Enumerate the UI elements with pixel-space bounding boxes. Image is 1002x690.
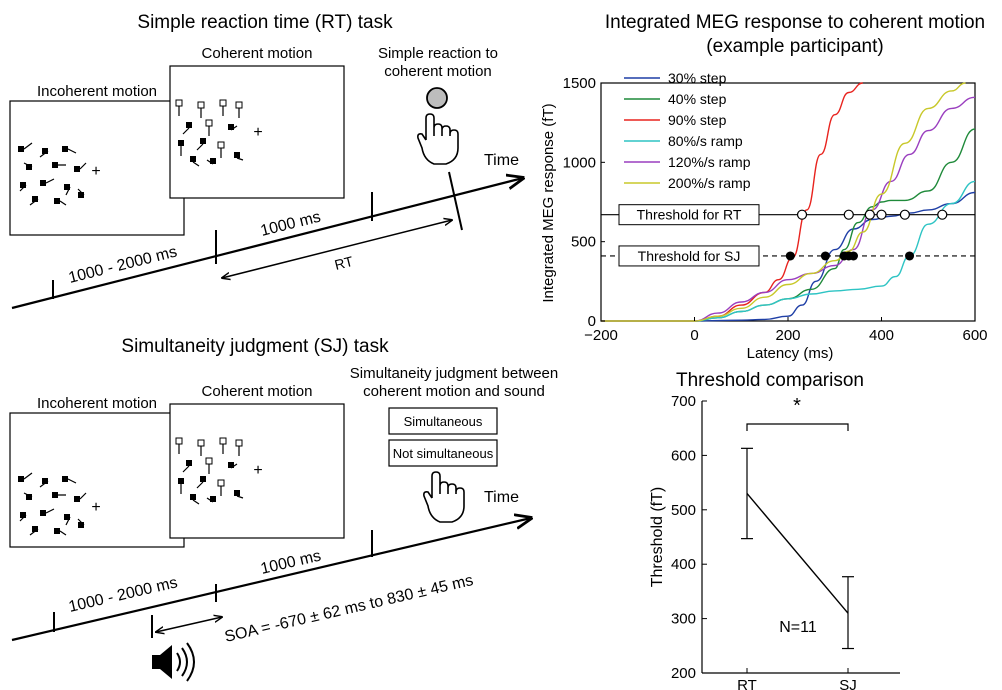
rt-incoherent-fixation: + — [91, 163, 100, 180]
meg-series-line-5 — [601, 82, 966, 322]
threshold-y-tick-label: 600 — [671, 447, 696, 464]
meg-y-tick-label: 1500 — [563, 75, 596, 92]
sj-soa-arrow — [156, 617, 222, 632]
meg-chart-title-1: Integrated MEG response to coherent moti… — [605, 12, 985, 33]
pointing-hand-icon — [423, 471, 465, 523]
meg-x-tick-label: 0 — [690, 327, 698, 344]
sj-judgment-label-2: coherent motion and sound — [363, 383, 545, 400]
rt-incoherent-screen — [9, 100, 185, 236]
rt-reaction-label-1: Simple reaction to — [378, 45, 498, 62]
threshold-y-tick-label: 500 — [671, 502, 696, 519]
option-simultaneous-label: Simultaneous — [404, 414, 483, 429]
rt-time-label: Time — [484, 152, 519, 169]
threshold-sj-label: Threshold for SJ — [638, 248, 741, 264]
threshold-n-label: N=11 — [779, 619, 817, 636]
meg-threshold-group: Threshold for RT Threshold for SJ — [601, 204, 975, 267]
rt-task-title: Simple reaction time (RT) task — [137, 12, 393, 33]
threshold-rt-label: Threshold for RT — [637, 207, 742, 223]
rt-crossing-point-0 — [796, 209, 808, 220]
rt-coherent-label: Coherent motion — [202, 45, 313, 62]
sj-task-title: Simultaneity judgment (SJ) task — [121, 336, 389, 357]
meg-series-line-3 — [601, 180, 976, 322]
legend-label-1: 40% step — [668, 91, 727, 107]
option-simultaneous[interactable] — [388, 407, 498, 435]
rt-crossing-point-5 — [937, 209, 948, 220]
rt-coherent-screen — [169, 65, 345, 199]
threshold-rt-box — [618, 204, 760, 226]
threshold-x-tick-label: RT — [737, 677, 757, 690]
legend-label-5: 200%/s ramp — [668, 175, 751, 191]
meg-series-line-2 — [601, 82, 863, 322]
rt-crossing-point-4 — [899, 209, 910, 220]
meg-series-line-0 — [601, 191, 976, 322]
sj-interval-1: 1000 - 2000 ms — [67, 574, 179, 616]
meg-ylabel: Integrated MEG response (fT) — [540, 103, 557, 302]
threshold-y-tick-label: 400 — [671, 556, 696, 573]
rt-coherent-fixation: + — [253, 124, 262, 141]
meg-y-tick-label: 0 — [588, 313, 596, 330]
option-not-simultaneous[interactable] — [388, 439, 498, 467]
threshold-chart-plot: 200 300 400 500 600 700 RT SJ — [671, 393, 900, 690]
speaker-icon — [152, 642, 195, 682]
rt-reaction-label-2: coherent motion — [384, 63, 492, 80]
significance-bracket — [746, 423, 849, 431]
meg-x-tick-label: 200 — [775, 327, 800, 344]
meg-y-tick-label: 500 — [571, 234, 596, 251]
threshold-sj-box — [618, 245, 760, 267]
pointing-hand-icon — [417, 113, 459, 165]
threshold-y-tick-label: 300 — [671, 611, 696, 628]
legend-label-0: 30% step — [668, 70, 727, 86]
meg-x-tick-label: 400 — [869, 327, 894, 344]
meg-y-tick-label: 1000 — [563, 154, 596, 171]
meg-xlabel: Latency (ms) — [747, 345, 834, 362]
meg-chart-title-2: (example participant) — [706, 36, 883, 57]
rt-crossing-point-1 — [843, 209, 854, 220]
sj-coherent-fixation: + — [253, 462, 262, 479]
threshold-mean-line — [746, 493, 849, 614]
sj-time-label: Time — [484, 489, 519, 506]
sj-crossing-point-1 — [820, 251, 830, 261]
rt-rt-arrow — [222, 220, 452, 278]
sj-crossing-point-5 — [905, 251, 915, 261]
sj-coherent-label: Coherent motion — [202, 383, 313, 400]
legend-label-2: 90% step — [668, 112, 727, 128]
sj-judgment-label-1: Simultaneity judgment between — [350, 365, 558, 382]
meg-x-tick-label: −200 — [584, 327, 618, 344]
rt-tick-4 — [448, 171, 463, 231]
meg-x-tick-label: 600 — [962, 327, 987, 344]
sj-soa-label: SOA = -670 ± 62 ms to 830 ± 45 ms — [223, 572, 475, 646]
legend-label-3: 80%/s ramp — [668, 133, 743, 149]
threshold-y-tick-label: 700 — [671, 393, 696, 410]
meg-series-group — [601, 82, 976, 322]
sj-crossing-point-4 — [848, 251, 858, 261]
meg-series-line-4 — [601, 96, 976, 322]
threshold-chart-title: Threshold comparison — [676, 370, 864, 391]
sj-incoherent-label: Incoherent motion — [37, 395, 157, 412]
threshold-y-tick-label: 200 — [671, 665, 696, 682]
option-not-simultaneous-label: Not simultaneous — [393, 446, 494, 461]
meg-legend: 30% step 40% step 90% step 80%/s ramp 120%/s… — [624, 70, 751, 191]
rt-interval-2: 1000 ms — [259, 209, 323, 240]
sj-coherent-screen — [169, 403, 345, 539]
legend-label-4: 120%/s ramp — [668, 154, 751, 170]
threshold-ylabel: Threshold (fT) — [649, 487, 666, 587]
sj-incoherent-fixation: + — [91, 499, 100, 516]
threshold-x-tick-label: SJ — [839, 677, 857, 690]
button-icon — [426, 87, 448, 109]
rt-rt-label: RT — [333, 253, 355, 273]
rt-incoherent-label: Incoherent motion — [37, 83, 157, 100]
sj-timeline — [11, 518, 531, 642]
sj-incoherent-screen — [9, 412, 185, 548]
rt-crossing-point-3 — [876, 209, 887, 220]
significance-star: * — [793, 395, 801, 417]
sj-crossing-point-0 — [785, 251, 795, 261]
rt-crossing-point-2 — [864, 209, 875, 220]
